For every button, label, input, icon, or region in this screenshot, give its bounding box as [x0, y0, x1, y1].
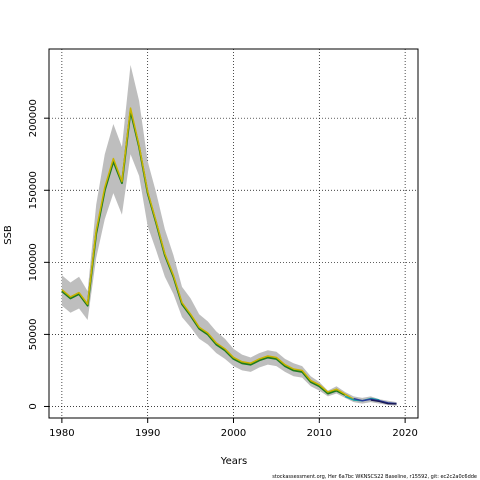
series-line-2 [61, 107, 355, 400]
x-tick-label: 1990 [135, 428, 160, 439]
y-tick-label: 0 [28, 403, 39, 409]
x-axis: 1980 1990 2000 2010 2020 [49, 418, 418, 439]
x-tick-label: 2000 [221, 428, 246, 439]
y-tick-label: 150000 [28, 171, 39, 209]
confidence-band [61, 64, 397, 406]
series-lines [61, 107, 397, 405]
y-tick-label: 100000 [28, 243, 39, 281]
y-axis: 0 50000 100000 150000 200000 [28, 99, 49, 410]
x-axis-title: Years [220, 456, 247, 467]
y-axis-title: SSB [3, 225, 14, 245]
series-line-1 [61, 109, 346, 396]
y-tick-label: 200000 [28, 99, 39, 137]
x-tick-label: 2010 [307, 428, 332, 439]
y-tick-label: 50000 [28, 318, 39, 350]
x-tick-label: 2020 [392, 428, 417, 439]
x-tick-label: 1980 [49, 428, 74, 439]
footer-note: stockassessment.org, Her 6a7bc WKNSCS22 … [272, 474, 477, 480]
series-line-5 [370, 399, 397, 405]
